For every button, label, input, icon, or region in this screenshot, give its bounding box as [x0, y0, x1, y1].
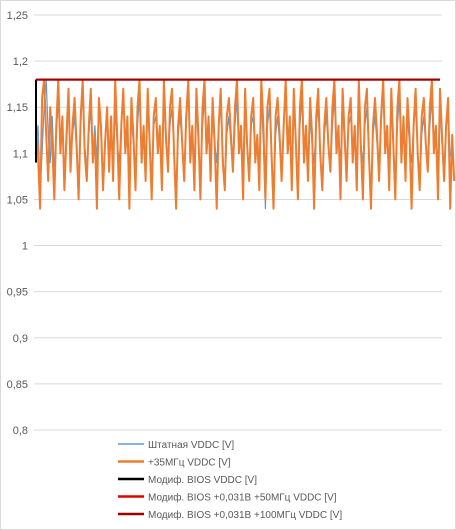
gridlines	[34, 14, 442, 431]
series-line-2	[35, 78, 456, 210]
series-lines	[35, 78, 456, 210]
y-tick-label: 0,95	[7, 287, 28, 299]
y-tick-label: 1	[22, 241, 28, 253]
y-tick-label: 0,85	[7, 379, 28, 391]
legend-label: +35МГц VDDC [V]	[148, 458, 231, 469]
y-tick-label: 1,25	[7, 10, 28, 22]
y-tick-label: 1,1	[13, 148, 28, 160]
y-tick-label: 1,15	[7, 102, 28, 114]
y-tick-label: 0,9	[13, 333, 28, 345]
y-axis-tick-labels: 0,8 0,85 0,9 0,95 1 1,05 1,1 1,15 1,2 1,25	[7, 10, 28, 437]
legend-label: Модиф. BIOS VDDC [V]	[148, 474, 257, 486]
legend-label: Модиф. BIOS +0,031B +100МГц VDDC [V]	[148, 509, 342, 521]
y-tick-label: 1,05	[7, 194, 28, 206]
legend-label: Штатная VDDC [V]	[148, 440, 234, 451]
y-tick-label: 1,2	[13, 56, 28, 68]
legend-label: Модиф. BIOS +0,031B +50МГц VDDC [V]	[148, 492, 337, 504]
legend: Штатная VDDC [V] +35МГц VDDC [V] Модиф. BI…	[118, 440, 342, 521]
y-tick-label: 0,8	[13, 425, 28, 437]
